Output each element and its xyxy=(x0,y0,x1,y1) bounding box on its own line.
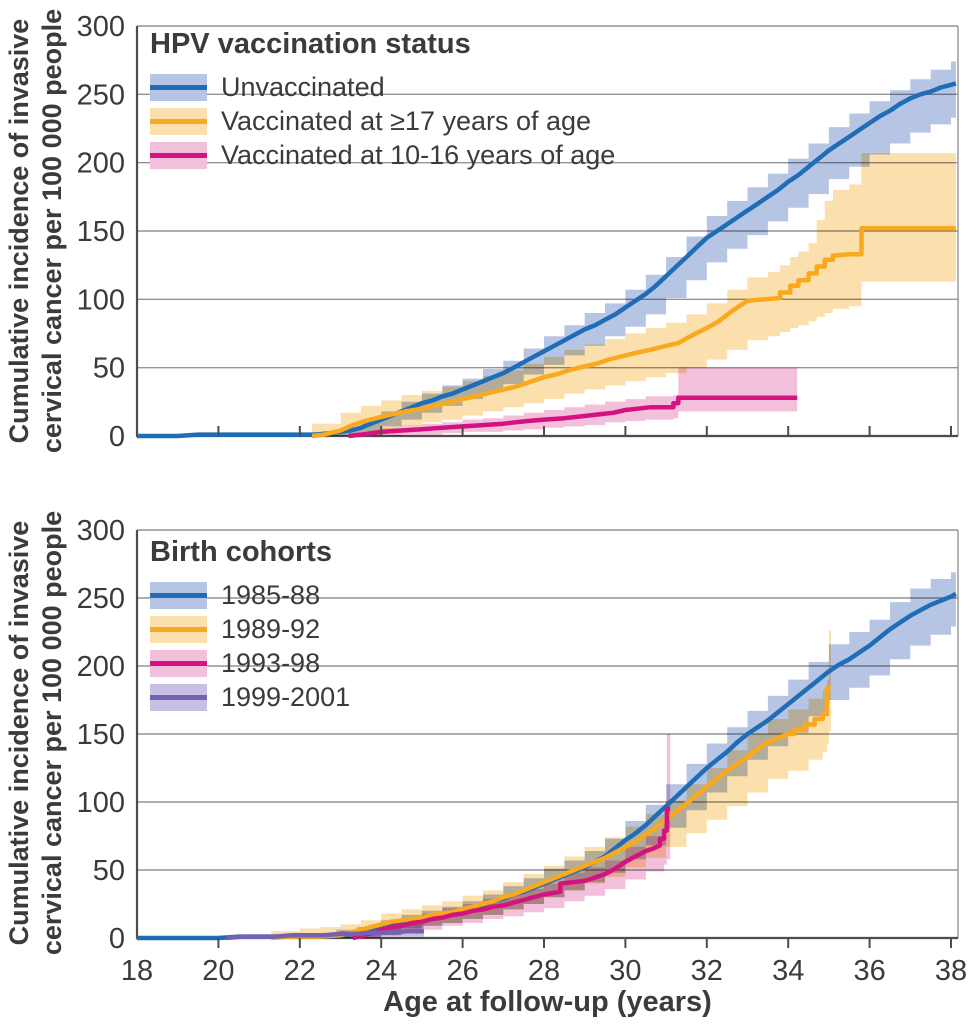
legend-bottom: Birth cohorts 1985-88 1989-92 1993-98 19… xyxy=(150,536,350,714)
y-axis-title-bottom-line1: Cumulative incidence of invasive xyxy=(4,520,34,946)
y-tick-label-top-250: 250 xyxy=(77,79,125,111)
series-line-cohort-1999-2001 xyxy=(226,928,424,941)
series-line-cohort-1985-88 xyxy=(137,591,957,941)
x-tick-label-28: 28 xyxy=(528,955,560,987)
x-tick-label-24: 24 xyxy=(365,955,397,987)
legend-bottom-title: Birth cohorts xyxy=(150,536,333,568)
cohort-1985-88-swatch-icon xyxy=(150,581,207,609)
legend-label: Unvaccinated xyxy=(221,71,385,102)
y-tick-label-bottom-250: 250 xyxy=(77,583,125,615)
cohort-1999-2001-swatch-icon xyxy=(150,683,207,711)
legend-label: 1985-88 xyxy=(221,579,321,610)
cohort-1993-98-swatch-icon xyxy=(150,649,207,677)
ci-band-cohort-1985-88 xyxy=(324,569,956,938)
vaccinated-10-16-swatch-icon xyxy=(150,141,207,169)
y-axis-title-top: Cumulative incidence of invasive cervica… xyxy=(3,9,69,453)
ci-band-cohort-1993-98 xyxy=(352,734,671,938)
ci-band-vaccinated-17-plus xyxy=(312,153,956,436)
series-line-cohort-1989-92 xyxy=(271,685,831,941)
y-tick-label-top-100: 100 xyxy=(77,284,125,316)
legend-item-unvaccinated: Unvaccinated xyxy=(150,70,615,104)
legend-label: 1993-98 xyxy=(221,647,321,678)
x-tick-label-22: 22 xyxy=(284,955,316,987)
x-tick-label-36: 36 xyxy=(853,955,885,987)
y-tick-label-top-50: 50 xyxy=(93,353,125,385)
legend-label: 1999-2001 xyxy=(221,681,351,712)
y-tick-label-bottom-150: 150 xyxy=(77,719,125,751)
legend-item-vaccinated-10-16: Vaccinated at 10-16 years of age xyxy=(150,138,615,172)
legend-top: HPV vaccination status Unvaccinated Vacc… xyxy=(150,28,615,172)
legend-label: Vaccinated at 10-16 years of age xyxy=(221,139,616,170)
ci-band-unvaccinated xyxy=(316,58,956,437)
legend-top-title: HPV vaccination status xyxy=(150,28,471,60)
series-line-vaccinated-17-plus xyxy=(311,226,956,439)
x-axis-title: Age at follow-up (years) xyxy=(383,986,712,1018)
x-tick-label-26: 26 xyxy=(446,955,478,987)
y-tick-label-bottom-50: 50 xyxy=(93,855,125,887)
x-tick-label-18: 18 xyxy=(121,955,153,987)
legend-item-vaccinated-17-plus: Vaccinated at ≥17 years of age xyxy=(150,104,615,138)
y-tick-label-top-0: 0 xyxy=(109,421,125,453)
x-tick-label-20: 20 xyxy=(202,955,234,987)
y-tick-label-top-150: 150 xyxy=(77,216,125,248)
unvaccinated-swatch-icon xyxy=(150,73,207,101)
vaccinated-17-plus-swatch-icon xyxy=(150,107,207,135)
x-tick-label-30: 30 xyxy=(609,955,641,987)
y-tick-label-bottom-100: 100 xyxy=(77,787,125,819)
y-tick-label-top-200: 200 xyxy=(77,148,125,180)
ci-band-vaccinated-10-16 xyxy=(348,367,798,436)
cohort-1989-92-swatch-icon xyxy=(150,615,207,643)
legend-item-cohort-1999-2001: 1999-2001 xyxy=(150,680,350,714)
x-tick-label-38: 38 xyxy=(935,955,967,987)
legend-item-cohort-1989-92: 1989-92 xyxy=(150,612,350,646)
y-tick-label-bottom-200: 200 xyxy=(77,651,125,683)
x-tick-label-34: 34 xyxy=(772,955,804,987)
legend-label: Vaccinated at ≥17 years of age xyxy=(221,105,592,136)
series-line-vaccinated-10-16 xyxy=(348,395,798,439)
y-tick-label-bottom-0: 0 xyxy=(109,923,125,955)
y-tick-label-bottom-300: 300 xyxy=(77,515,125,547)
legend-item-cohort-1985-88: 1985-88 xyxy=(150,578,350,612)
x-tick-label-32: 32 xyxy=(691,955,723,987)
y-axis-title-bottom: Cumulative incidence of invasive cervica… xyxy=(3,511,69,955)
ci-band-cohort-1989-92 xyxy=(271,630,831,938)
legend-label: 1989-92 xyxy=(221,613,321,644)
y-axis-title-bottom-line2: cervical cancer per 100 000 people xyxy=(37,510,67,956)
y-axis-title-top-line1: Cumulative incidence of invasive xyxy=(4,18,34,444)
series-line-cohort-1993-98 xyxy=(352,806,671,941)
y-tick-label-top-300: 300 xyxy=(77,11,125,43)
y-axis-title-top-line2: cervical cancer per 100 000 people xyxy=(37,8,67,454)
legend-item-cohort-1993-98: 1993-98 xyxy=(150,646,350,680)
